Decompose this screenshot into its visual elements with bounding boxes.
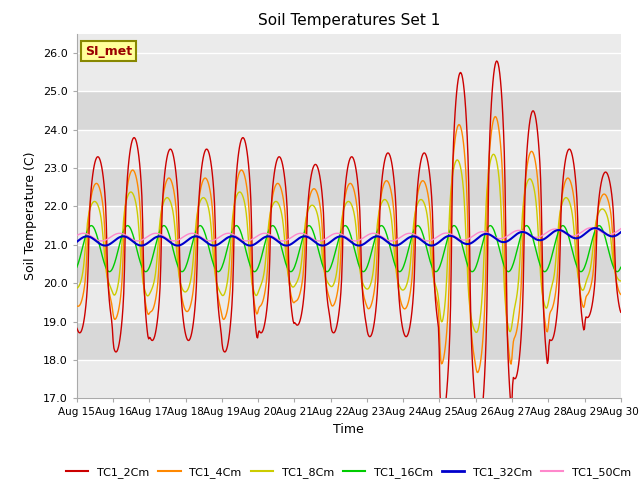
Bar (77, 130, 621, 168)
Bar (77, 360, 621, 398)
Bar (77, 53, 621, 91)
Bar (77, 168, 621, 206)
Bar (77, 322, 621, 360)
Bar (77, 91, 621, 130)
X-axis label: Time: Time (333, 423, 364, 436)
Bar (77, 283, 621, 322)
Title: Soil Temperatures Set 1: Soil Temperatures Set 1 (258, 13, 440, 28)
Y-axis label: Soil Temperature (C): Soil Temperature (C) (24, 152, 37, 280)
Legend: TC1_2Cm, TC1_4Cm, TC1_8Cm, TC1_16Cm, TC1_32Cm, TC1_50Cm: TC1_2Cm, TC1_4Cm, TC1_8Cm, TC1_16Cm, TC1… (61, 462, 636, 480)
Text: SI_met: SI_met (85, 45, 132, 58)
Bar (77, 245, 621, 283)
Bar (77, 206, 621, 245)
